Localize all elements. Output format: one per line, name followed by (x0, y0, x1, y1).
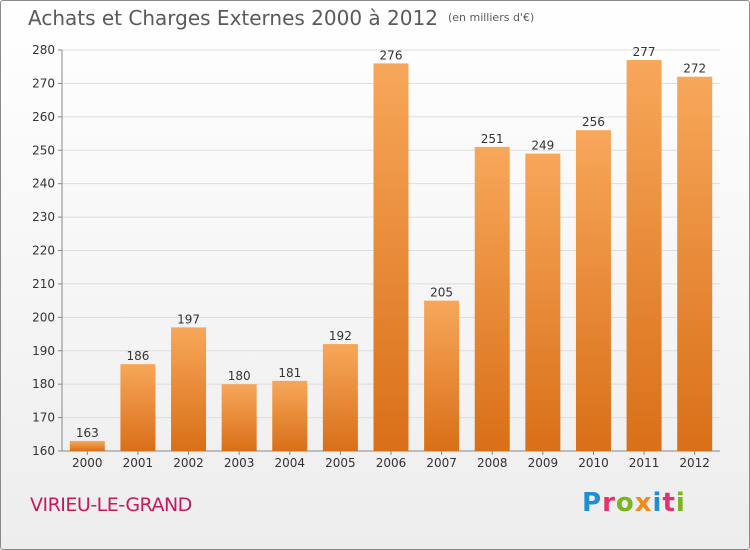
x-tick-label: 2010 (578, 456, 609, 470)
data-label-2008: 251 (481, 132, 504, 146)
y-tick-label: 170 (32, 411, 55, 425)
bar-2010 (575, 130, 611, 451)
data-label-2000: 163 (76, 426, 99, 440)
y-tick-label: 240 (32, 177, 55, 191)
x-tick-label: 2011 (629, 456, 660, 470)
data-labels: 163 186 197 180 181 192 276 205 251 249 256 277 272 (76, 45, 706, 440)
data-label-2005: 192 (329, 329, 352, 343)
x-tick-label: 2006 (376, 456, 407, 470)
x-tick-label: 2004 (274, 456, 305, 470)
data-label-2007: 205 (430, 286, 453, 300)
logo-letter: P (582, 488, 603, 518)
logo-letter: t (662, 488, 676, 518)
x-tick-labels: 2000 2001 2002 2003 2004 2005 2006 2007 2008 2009… (72, 451, 710, 470)
x-tick-label: 2001 (123, 456, 154, 470)
y-tick-label: 160 (32, 444, 55, 458)
x-tick-label: 2002 (173, 456, 204, 470)
x-tick-label: 2007 (426, 456, 457, 470)
bar-2009 (525, 153, 561, 451)
data-label-2004: 181 (278, 366, 301, 380)
y-tick-label: 260 (32, 110, 55, 124)
y-tick-label: 250 (32, 143, 55, 157)
bar-2003 (221, 384, 257, 451)
bar-2001 (120, 364, 156, 451)
bar-2007 (424, 300, 460, 451)
logo-letter: i (675, 488, 686, 518)
y-tick-label: 220 (32, 244, 55, 258)
y-tick-label: 230 (32, 210, 55, 224)
data-label-2002: 197 (177, 312, 200, 326)
y-tick-label: 180 (32, 377, 55, 391)
x-tick-label: 2005 (325, 456, 356, 470)
y-tick-label: 210 (32, 277, 55, 291)
chart-title-text: Achats et Charges Externes 2000 à 2012 (28, 6, 438, 30)
y-tick-labels: 160 170 180 190 200 210 220 230 240 250 260 270 280 (32, 43, 55, 458)
bar-2006 (373, 63, 409, 451)
chart-title: Achats et Charges Externes 2000 à 2012 (e… (28, 6, 534, 30)
bar-2000 (69, 440, 105, 451)
bar-2011 (626, 60, 662, 452)
bar-2004 (272, 380, 308, 451)
data-label-2003: 180 (228, 369, 251, 383)
logo-letter: i (652, 488, 663, 518)
data-label-2010: 256 (582, 115, 605, 129)
x-tick-label: 2000 (72, 456, 103, 470)
y-tick-label: 280 (32, 43, 55, 57)
y-tick-label: 270 (32, 76, 55, 90)
y-tick-label: 200 (32, 310, 55, 324)
place-name: VIRIEU-LE-GRAND (30, 494, 192, 516)
bar-2008 (474, 146, 510, 452)
x-tick-label: 2003 (224, 456, 255, 470)
proxiti-logo: Proxiti (582, 488, 686, 518)
logo-letter: r (602, 488, 616, 518)
x-tick-label: 2009 (528, 456, 559, 470)
bar-2002 (171, 327, 207, 451)
logo-letter: o (615, 488, 635, 518)
y-tick-label: 190 (32, 344, 55, 358)
data-label-2006: 276 (380, 48, 403, 62)
x-tick-label: 2008 (477, 456, 508, 470)
data-label-2009: 249 (531, 139, 554, 153)
bars (69, 60, 713, 452)
x-tick-label: 2012 (679, 456, 710, 470)
chart-unit: (en milliers d'€) (447, 11, 535, 24)
data-label-2001: 186 (126, 349, 149, 363)
data-label-2012: 272 (683, 62, 706, 76)
bar-2012 (677, 76, 713, 451)
bar-2005 (322, 344, 358, 451)
logo-letter: x (634, 488, 653, 518)
data-label-2011: 277 (633, 45, 656, 59)
